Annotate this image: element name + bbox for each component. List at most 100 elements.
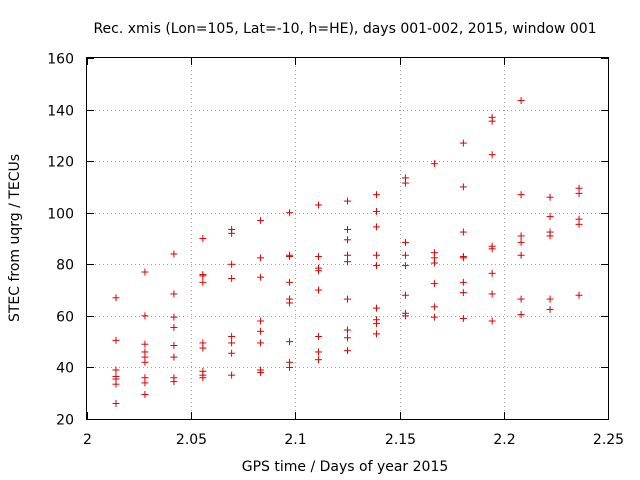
- data-point: [546, 305, 554, 313]
- x-tick-label: 2: [83, 432, 92, 448]
- data-point: [372, 207, 380, 215]
- data-point: [257, 369, 265, 377]
- data-point: [459, 278, 467, 286]
- data-point: [315, 332, 323, 340]
- data-point: [401, 179, 409, 187]
- data-point: [344, 258, 351, 266]
- y-tick-label: 140: [47, 104, 74, 120]
- data-point: [257, 273, 265, 281]
- data-point: [459, 289, 467, 297]
- data-point: [372, 320, 380, 328]
- data-point: [344, 295, 351, 303]
- y-tick-label: 100: [47, 207, 74, 223]
- data-point: [141, 391, 149, 399]
- data-point: [401, 291, 409, 299]
- data-point: [459, 183, 467, 191]
- data-point: [286, 209, 294, 217]
- data-point: [372, 304, 380, 312]
- data-point: [112, 294, 120, 302]
- x-tick-label: 2.25: [593, 432, 624, 448]
- data-point: [459, 228, 467, 236]
- data-point: [257, 216, 265, 224]
- y-tick-label: 20: [56, 413, 74, 429]
- data-point: [575, 291, 583, 299]
- data-point: [228, 371, 236, 379]
- data-point: [141, 340, 149, 348]
- data-point: [372, 262, 380, 270]
- chart-title: Rec. xmis (Lon=105, Lat=-10, h=HE), days…: [93, 21, 596, 37]
- data-point: [170, 323, 178, 331]
- x-axis-title: GPS time / Days of year 2015: [242, 459, 449, 475]
- data-point: [199, 344, 207, 352]
- data-point: [517, 251, 525, 259]
- data-point: [344, 334, 351, 342]
- data-point: [488, 290, 496, 298]
- data-point: [170, 353, 178, 361]
- data-point: [199, 374, 207, 382]
- data-point: [430, 160, 438, 168]
- data-point: [344, 326, 351, 334]
- data-point: [488, 245, 496, 253]
- data-point: [372, 223, 380, 231]
- data-point: [199, 235, 207, 242]
- data-point: [315, 348, 323, 356]
- data-point: [228, 260, 236, 268]
- data-point: [546, 232, 554, 240]
- data-point: [546, 213, 554, 221]
- data-point: [315, 286, 323, 294]
- data-point: [344, 197, 351, 205]
- y-tick-label: 160: [47, 52, 74, 68]
- y-tick-label: 80: [56, 258, 74, 274]
- y-tick-labels: 20 40 60 80 100 120 140 160: [47, 52, 74, 429]
- data-point: [112, 400, 120, 408]
- data-point: [488, 151, 496, 159]
- data-point: [286, 338, 294, 346]
- data-point: [141, 379, 149, 387]
- data-point: [257, 317, 265, 325]
- data-point: [344, 347, 351, 355]
- data-point: [257, 254, 265, 262]
- data-point: [546, 295, 554, 303]
- data-point: [575, 220, 583, 228]
- data-point: [401, 251, 409, 259]
- data-point: [170, 290, 178, 298]
- data-point: [546, 193, 554, 201]
- x-tick-label: 2.05: [176, 432, 207, 448]
- data-point: [430, 280, 438, 288]
- x-tick-labels: 2 2.05 2.1 2.15 2.2 2.25: [83, 432, 624, 448]
- data-point: [170, 342, 178, 350]
- data-point: [372, 330, 380, 338]
- data-point: [286, 253, 294, 261]
- data-point: [372, 191, 380, 199]
- data-point: [112, 336, 120, 344]
- data-point: [517, 295, 525, 303]
- data-point: [315, 201, 323, 209]
- data-point: [315, 253, 323, 261]
- data-point: [315, 267, 323, 275]
- data-point: [199, 278, 207, 286]
- data-point: [575, 189, 583, 197]
- data-point: [257, 327, 265, 335]
- data-point: [430, 303, 438, 311]
- data-point: [372, 251, 380, 259]
- data-point: [112, 380, 120, 388]
- data-point: [170, 378, 178, 386]
- data-point: [344, 236, 351, 244]
- data-point: [459, 314, 467, 322]
- data-point: [112, 366, 120, 374]
- y-tick-label: 120: [47, 155, 74, 171]
- data-point: [459, 254, 467, 262]
- data-point: [459, 139, 467, 147]
- data-point: [286, 363, 294, 371]
- data-point: [517, 238, 525, 246]
- y-tick-label: 60: [56, 310, 74, 326]
- data-point: [401, 312, 409, 320]
- x-tick-label: 2.2: [493, 432, 515, 448]
- data-point: [257, 339, 265, 347]
- data-point: [286, 299, 294, 307]
- data-points: [112, 97, 583, 408]
- data-point: [228, 229, 236, 237]
- data-point: [517, 191, 525, 199]
- plot-frame: [86, 57, 609, 420]
